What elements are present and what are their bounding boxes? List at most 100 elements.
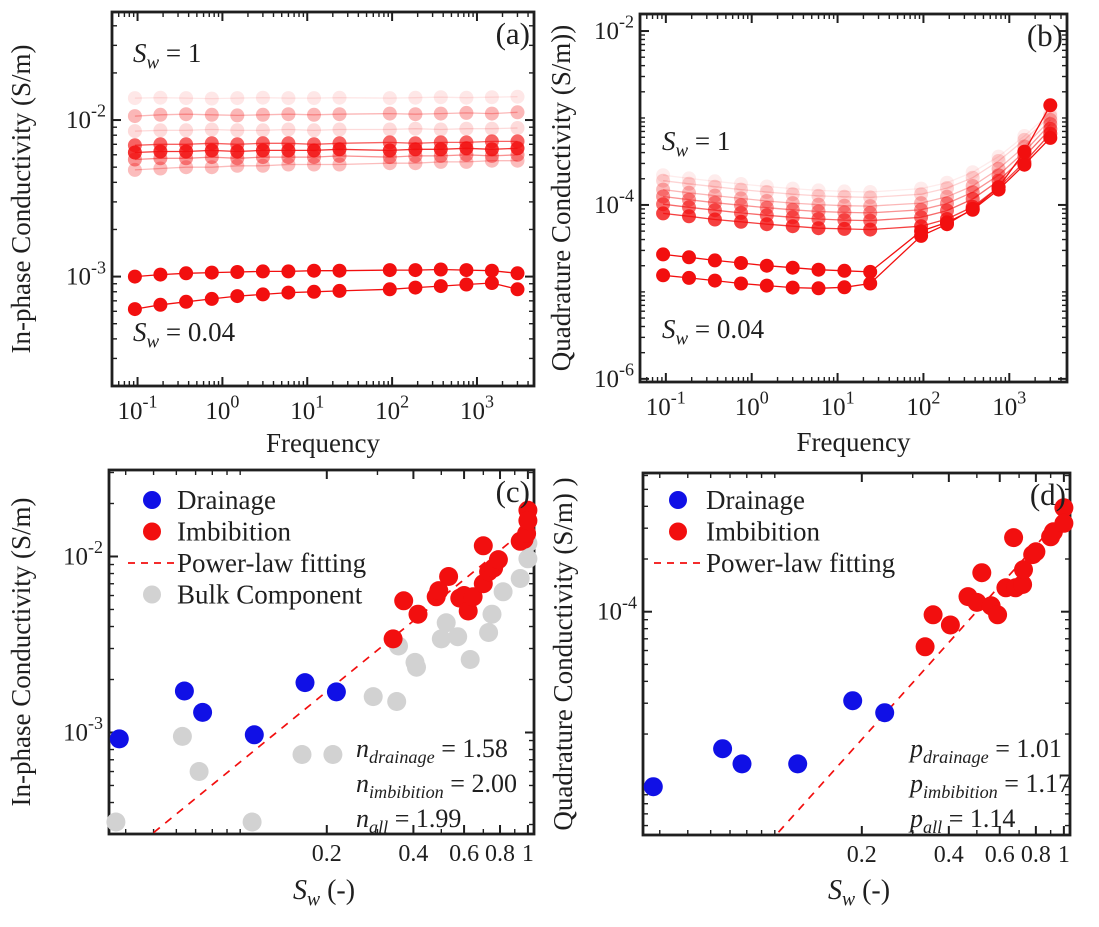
- series-Sw-mid-2: [127, 141, 525, 160]
- imbibition-point: [488, 550, 508, 570]
- bulk-component-point: [518, 549, 538, 569]
- data-point: [510, 105, 525, 120]
- annotation: Sw = 1: [662, 126, 730, 162]
- annotation: pdrainage = 1.01: [908, 734, 1062, 767]
- data-point: [433, 262, 448, 277]
- data-point: [785, 187, 800, 202]
- annotation: Sw = 0.04: [662, 314, 765, 350]
- data-point: [811, 262, 826, 277]
- data-point: [281, 107, 296, 122]
- data-point: [940, 189, 954, 204]
- drainage-point: [788, 754, 808, 774]
- imbibition-point: [940, 615, 960, 635]
- data-point: [510, 147, 525, 162]
- data-point: [255, 123, 270, 138]
- data-point: [204, 160, 219, 175]
- imbibition-point: [518, 511, 538, 531]
- data-point: [281, 264, 296, 279]
- data-point: [965, 165, 980, 180]
- data-point: [307, 263, 321, 278]
- data-point: [408, 280, 423, 295]
- data-point: [127, 109, 142, 124]
- data-point: [230, 265, 245, 279]
- data-point: [863, 276, 878, 291]
- data-point: [656, 247, 671, 262]
- data-point: [408, 156, 423, 171]
- drainage-point: [174, 681, 194, 701]
- data-point: [230, 91, 245, 106]
- data-point: [484, 263, 499, 278]
- x-tick-label: 10-1: [646, 388, 686, 421]
- series-Sw-highest: [127, 89, 525, 106]
- x-tick-label: 0.2: [312, 841, 342, 867]
- data-point: [153, 267, 168, 282]
- data-point: [204, 122, 219, 137]
- panel-tag: (c): [496, 474, 530, 509]
- series-line: [134, 154, 518, 161]
- y-tick-label: 10-6: [594, 360, 634, 393]
- x-tick-label: 0.4: [934, 842, 964, 868]
- data-point: [382, 106, 397, 121]
- legend-item-imbibition: Imbibition: [143, 517, 291, 547]
- series-line: [663, 123, 1051, 214]
- bulk-component-point: [242, 812, 262, 832]
- drainage-point: [732, 754, 752, 774]
- data-point: [230, 151, 245, 166]
- data-point: [785, 181, 800, 196]
- data-point: [332, 263, 347, 278]
- drainage-point: [193, 702, 213, 722]
- data-point: [204, 143, 219, 158]
- drainage-point: [295, 673, 315, 693]
- data-point: [510, 89, 525, 104]
- y-axis-label: In-phase Conductivity (S/m): [6, 498, 36, 807]
- y-tick-label: 10-2: [594, 12, 634, 45]
- data-point: [863, 185, 878, 199]
- legend-label: Imbibition: [177, 517, 291, 547]
- x-axis-label: Sw (-): [293, 875, 355, 911]
- series-Sw-0.04: [656, 98, 1058, 296]
- panel-tag: (b): [1027, 18, 1063, 53]
- drainage-point: [713, 739, 733, 759]
- legend-label: Power-law fitting: [706, 548, 895, 578]
- imbibition-point: [394, 591, 414, 611]
- x-tick-label: 1: [1058, 842, 1070, 868]
- data-point: [656, 173, 671, 188]
- data-point: [459, 105, 474, 120]
- bulk-component-point: [510, 569, 530, 588]
- imbibition-point: [473, 536, 493, 556]
- data-point: [914, 196, 929, 211]
- data-point: [863, 222, 878, 237]
- data-point: [408, 90, 423, 105]
- data-point: [510, 153, 525, 168]
- y-tick-label: 10-2: [66, 101, 106, 134]
- data-point: [1043, 98, 1058, 113]
- data-point: [459, 277, 474, 292]
- data-point: [408, 107, 423, 122]
- data-point: [433, 154, 448, 169]
- bulk-component-point: [363, 687, 383, 707]
- legend-marker-icon: [143, 585, 161, 604]
- data-point: [1017, 144, 1032, 159]
- data-point: [785, 260, 800, 275]
- data-point: [734, 191, 748, 206]
- imbibition-point: [429, 581, 449, 601]
- bulk-component-point: [460, 650, 480, 669]
- data-point: [811, 281, 826, 296]
- data-point: [510, 266, 525, 281]
- data-point: [127, 124, 142, 139]
- axes-frame: [638, 12, 1069, 384]
- data-point: [682, 185, 696, 200]
- data-point: [914, 228, 929, 243]
- data-point: [382, 282, 397, 297]
- data-point: [433, 106, 448, 121]
- data-point: [307, 284, 321, 299]
- x-tick-label: 0.4: [398, 841, 428, 867]
- bulk-component-point: [172, 726, 192, 746]
- ticks: [111, 12, 534, 387]
- data-point: [682, 176, 696, 191]
- series-Sw-high-2: [127, 105, 525, 124]
- data-point: [965, 179, 980, 193]
- data-point: [785, 280, 800, 295]
